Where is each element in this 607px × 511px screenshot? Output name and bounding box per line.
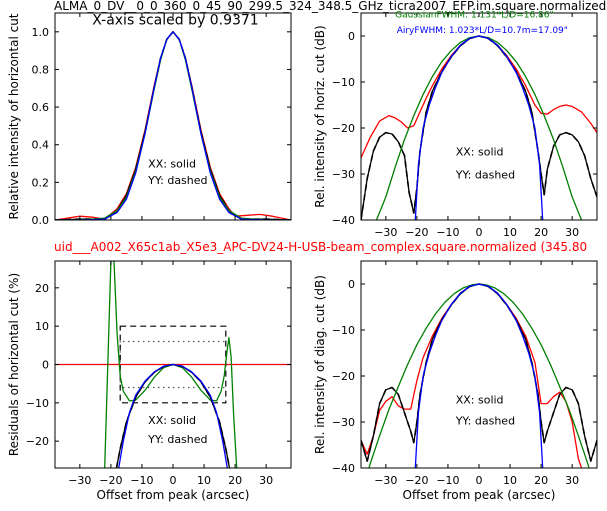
y-axis-label: Rel. intensity of diag. cut (dB) [313, 275, 327, 454]
y-tick-label: −20 [332, 122, 355, 135]
x-tick-label: 30 [259, 474, 273, 487]
y-tick-label: 0 [348, 30, 355, 43]
x-tick-label: 0 [476, 474, 483, 487]
series-line-black-solid [361, 35, 597, 220]
annotation: YY: dashed [455, 414, 515, 427]
x-tick-label: 10 [503, 474, 517, 487]
plot-area [361, 283, 597, 468]
y-tick-label: 0.8 [32, 63, 50, 76]
annotation: XX: solid [456, 394, 504, 407]
series-line-black-solid [55, 31, 291, 220]
x-tick-label: −30 [374, 474, 397, 487]
x-tick-label: 30 [565, 226, 579, 239]
y-tick-label: 10 [35, 320, 49, 333]
x-tick-label: −30 [374, 226, 397, 239]
annotation: AiryFWHM: 1.023*L/D=10.7m=17.09" [397, 26, 568, 36]
x-tick-label: 20 [534, 474, 548, 487]
x-tick-label: 0 [170, 474, 177, 487]
annotation: XX: solid [148, 414, 196, 427]
series-line-blue-solid [414, 35, 544, 220]
plot-area [55, 31, 291, 220]
plot-frame [360, 12, 598, 221]
annotation: XX: solid [148, 157, 196, 170]
y-tick-label: 20 [35, 282, 49, 295]
annotation: GaussianFWHM: 1.131*L/D=16.86" [395, 11, 553, 21]
x-tick-label: 0 [476, 226, 483, 239]
plot-frame [54, 12, 292, 221]
y-tick-label: 0.4 [32, 139, 50, 152]
x-tick-label: −20 [99, 474, 122, 487]
series-line-green-solid [368, 283, 590, 468]
x-tick-label: −20 [405, 474, 428, 487]
x-tick-label: 30 [565, 474, 579, 487]
chart-panel-tr: −30 −20 −10 0 10 20 30 −40 −30 −20 −10 0 Rel. intens… [313, 11, 598, 239]
y-tick-label: −30 [332, 168, 355, 181]
y-tick-label: −20 [26, 435, 49, 448]
series-line-blue-solid [55, 31, 291, 220]
y-tick-label: −30 [332, 416, 355, 429]
x-tick-label: −10 [436, 474, 459, 487]
panels: 0.0 0.2 0.4 0.6 0.8 1.0 Relative intensity of … [7, 11, 598, 502]
series-line-red-solid [55, 31, 291, 220]
annotation: XX: solid [456, 146, 504, 159]
y-tick-label: 0 [348, 278, 355, 291]
y-tick-label: −10 [332, 76, 355, 89]
y-axis-label: Relative intensity of horizontal cut [7, 13, 21, 219]
series-line-black-dashed [361, 283, 597, 462]
x-tick-label: −10 [130, 474, 153, 487]
series-line-blue-solid [118, 363, 228, 468]
figure-subtitle: uid___A002_X65c1ab_X5e3_APC-DV24-H-USB-b… [54, 240, 587, 254]
x-tick-label: 10 [503, 226, 517, 239]
y-tick-label: 1.0 [32, 26, 50, 39]
y-tick-label: −40 [332, 214, 355, 227]
x-axis-label: Offset from peak (arcsec) [403, 488, 556, 502]
annotation: YY: dashed [147, 174, 207, 187]
series-line-green-solid [55, 31, 291, 220]
chart-panel-tl: 0.0 0.2 0.4 0.6 0.8 1.0 Relative intensity of … [7, 12, 292, 227]
y-tick-label: 0 [42, 359, 49, 372]
y-tick-label: −40 [332, 462, 355, 475]
x-tick-label: 10 [197, 474, 211, 487]
annotation: X-axis scaled by 0.9371 [92, 12, 258, 28]
y-axis-label: Residuals of horizontal cut (%) [7, 273, 21, 456]
annotation: YY: dashed [455, 169, 515, 182]
plot-frame [360, 260, 598, 469]
series-line-black-dashed [55, 31, 291, 220]
y-tick-label: 0.2 [32, 176, 50, 189]
x-tick-label: −20 [405, 226, 428, 239]
x-tick-label: 20 [534, 226, 548, 239]
x-axis-label: Offset from peak (arcsec) [97, 488, 250, 502]
x-tick-label: −30 [68, 474, 91, 487]
y-tick-label: 0.0 [32, 214, 50, 227]
y-tick-label: 0.6 [32, 101, 50, 114]
figure-title: ALMA_0_DV__0_0_360_0_45_90_299.5_324_348… [54, 0, 606, 13]
series-line-blue-solid [414, 283, 544, 468]
y-tick-label: −10 [332, 324, 355, 337]
annotation: YY: dashed [147, 433, 207, 446]
plot-area [361, 35, 597, 220]
y-tick-label: −10 [26, 397, 49, 410]
series-line-red-solid [361, 283, 583, 468]
series-line-black-dashed [361, 35, 597, 220]
plot-area [55, 261, 291, 468]
x-tick-label: 20 [228, 474, 242, 487]
x-tick-label: −10 [436, 226, 459, 239]
y-tick-label: −20 [332, 370, 355, 383]
series-line-black-solid [361, 283, 597, 462]
y-axis-label: Rel. intensity of horiz. cut (dB) [313, 25, 327, 207]
